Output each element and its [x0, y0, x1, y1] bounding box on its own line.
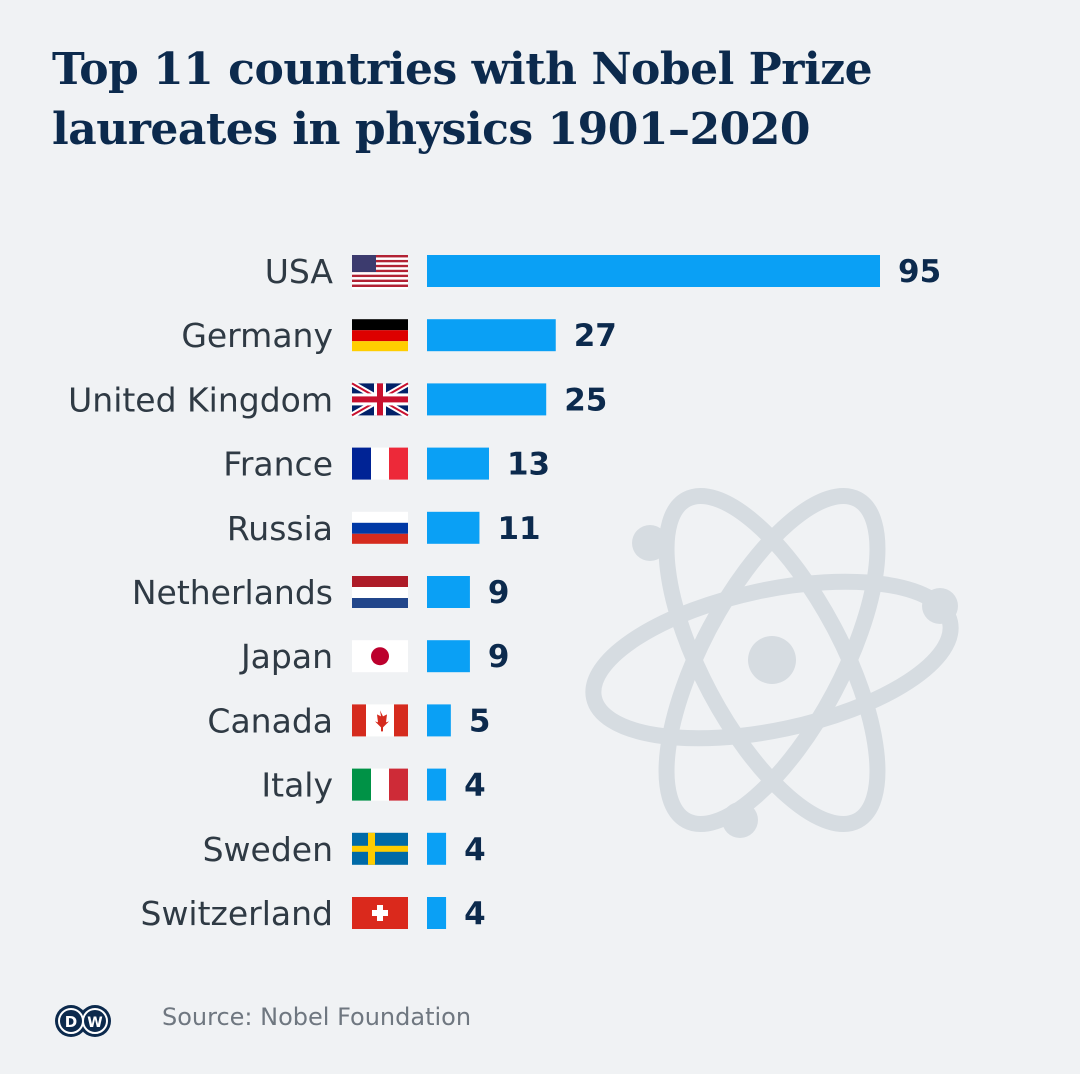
value-label: 4 [464, 832, 486, 868]
ch-flag-icon [352, 897, 408, 929]
category-label: Sweden [203, 830, 333, 869]
value-label: 95 [898, 254, 941, 290]
nl-flag-icon [352, 576, 408, 608]
category-label: United Kingdom [68, 380, 333, 419]
category-label: Italy [261, 766, 333, 805]
chart-title: Top 11 countries with Nobel Prize laurea… [52, 44, 873, 155]
svg-text:D: D [65, 1013, 77, 1031]
bar [427, 640, 470, 673]
category-label: Netherlands [132, 573, 333, 612]
bar [427, 511, 480, 544]
bar [427, 832, 447, 865]
category-label: Japan [239, 637, 333, 676]
value-label: 13 [507, 447, 550, 483]
bar [427, 383, 547, 416]
ca-flag-icon [352, 704, 408, 737]
category-label: Switzerland [141, 894, 334, 933]
value-label: 4 [464, 896, 486, 932]
value-label: 27 [574, 318, 617, 354]
bar [427, 447, 489, 480]
source-note: Source: Nobel Foundation [162, 1003, 472, 1031]
category-label: Russia [227, 509, 333, 548]
se-flag-icon [352, 832, 408, 865]
gb-flag-icon [350, 380, 410, 419]
bar [427, 576, 470, 608]
bar [427, 255, 880, 287]
value-label: 9 [488, 575, 510, 611]
fr-flag-icon [352, 447, 408, 480]
category-label: USA [265, 252, 334, 291]
category-label: France [223, 445, 333, 484]
bar [427, 319, 556, 352]
category-label: Germany [181, 316, 333, 355]
category-label: Canada [207, 701, 333, 740]
bar [427, 704, 451, 737]
it-flag-icon [352, 768, 408, 801]
de-flag-icon [352, 319, 408, 352]
jp-flag-icon [352, 640, 408, 673]
dw-logo: D W [55, 1005, 111, 1037]
bar [427, 897, 447, 929]
svg-text:W: W [87, 1015, 102, 1031]
ru-flag-icon [352, 511, 408, 544]
value-label: 5 [469, 703, 491, 739]
value-label: 11 [497, 511, 540, 547]
bar [427, 768, 447, 801]
value-label: 4 [464, 768, 486, 804]
value-label: 25 [564, 382, 607, 418]
us-flag-icon [352, 255, 408, 290]
value-label: 9 [488, 639, 510, 675]
